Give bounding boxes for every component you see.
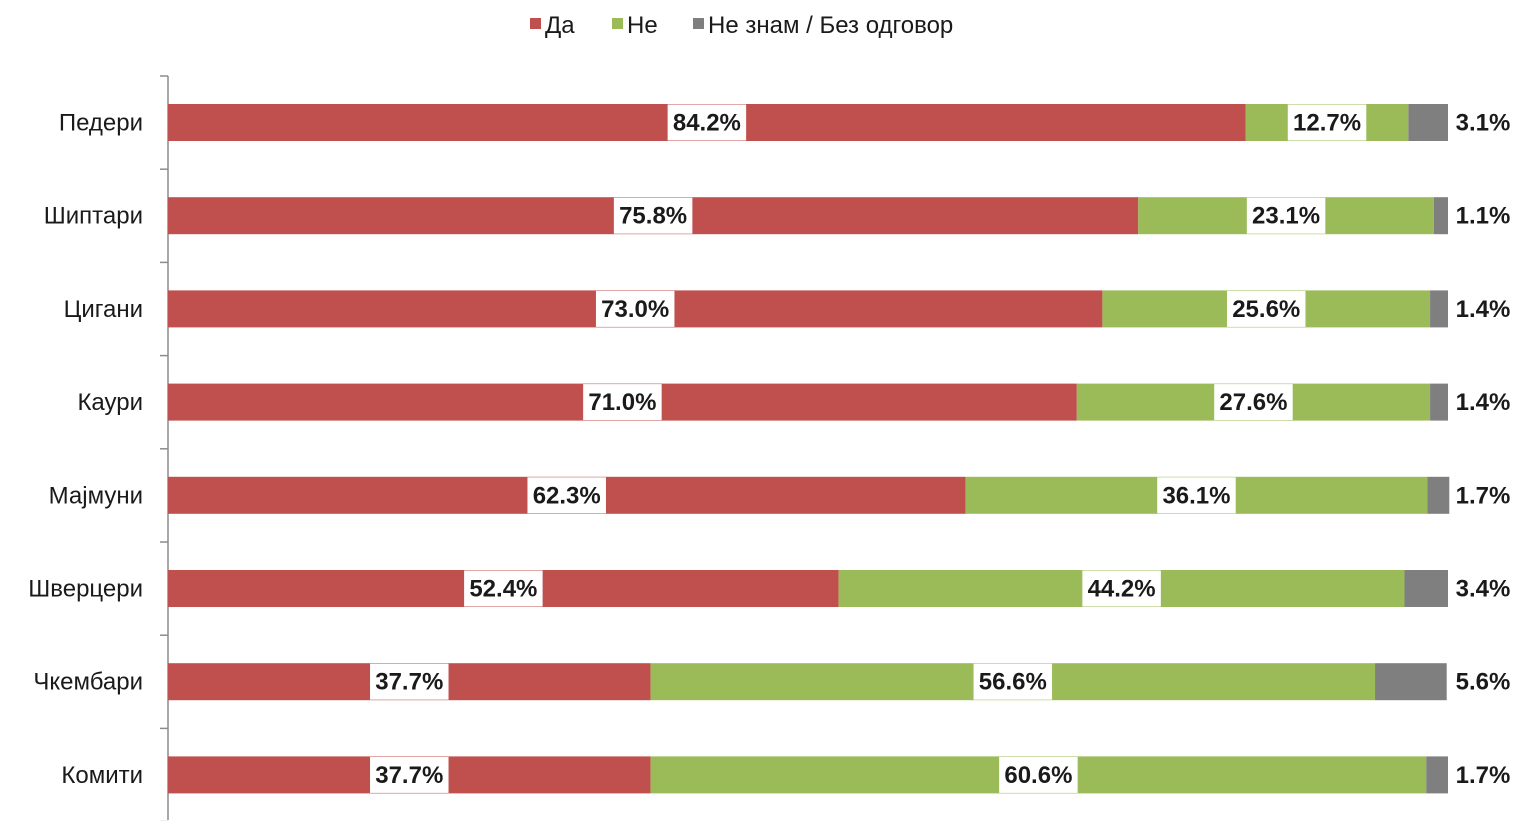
data-label-2-1: 1.1% xyxy=(1456,203,1511,230)
legend-label-2: Не знам / Без одговор xyxy=(708,12,953,39)
data-label-1-6: 56.6% xyxy=(979,669,1047,696)
data-label-2-2: 1.4% xyxy=(1456,296,1511,323)
legend-swatch-2 xyxy=(693,18,704,29)
data-label-2-4: 1.7% xyxy=(1456,482,1511,509)
legend-label-1: Не xyxy=(627,12,658,39)
bar-Не-знам-/-Без-одговор-2-0 xyxy=(1408,104,1448,141)
data-label-0-7: 37.7% xyxy=(375,762,443,789)
data-label-bg xyxy=(464,570,543,607)
category-axis xyxy=(160,75,169,821)
data-label-1-0: 12.7% xyxy=(1293,110,1361,137)
category-label-2: Цигани xyxy=(64,296,143,323)
data-label-0-3: 71.0% xyxy=(588,389,656,416)
bar-Не-знам-/-Без-одговор-2-4 xyxy=(1427,476,1450,514)
data-label-1-3: 27.6% xyxy=(1219,389,1287,416)
data-label-bg xyxy=(1287,104,1367,141)
data-label-2-7: 1.7% xyxy=(1456,762,1511,789)
bar-Не-знам-/-Без-одговор-2-7 xyxy=(1426,756,1448,794)
data-label-bg xyxy=(613,197,693,234)
data-label-bg xyxy=(370,663,449,700)
data-label-bg xyxy=(1246,197,1326,234)
data-label-0-5: 52.4% xyxy=(469,576,537,603)
category-label-6: Чкембари xyxy=(33,669,143,696)
data-label-bg xyxy=(1450,663,1516,700)
data-label-1-7: 60.6% xyxy=(1004,762,1072,789)
data-label-0-1: 75.8% xyxy=(619,203,687,230)
data-label-bg xyxy=(1450,756,1516,793)
legend: Да Не Не знам / Без одговор xyxy=(530,12,953,39)
bar-Не-знам-/-Без-одговор-2-3 xyxy=(1430,383,1448,421)
data-label-0-6: 37.7% xyxy=(375,669,443,696)
category-labels: Педери Шиптари Цигани Каури Мајмуни Шверцери Ч… xyxy=(28,110,143,789)
data-label-bg xyxy=(1214,384,1293,421)
bar-Не-знам-/-Без-одговор-2-1 xyxy=(1433,197,1448,235)
data-label-bg xyxy=(1450,477,1516,514)
bar-Не-знам-/-Без-одговор-2-5 xyxy=(1404,570,1448,607)
data-label-1-1: 23.1% xyxy=(1252,203,1320,230)
data-label-bg xyxy=(527,477,606,514)
data-labels: 84.2% 12.7% 3.1% 75.8% 23.1% 1.1% 73.0% 25.6% 1.… xyxy=(370,104,1516,793)
data-label-bg xyxy=(1082,570,1161,607)
data-label-bg xyxy=(667,104,747,141)
data-label-bg xyxy=(1226,290,1306,327)
data-label-2-6: 5.6% xyxy=(1456,669,1511,696)
data-label-bg xyxy=(583,384,662,421)
data-label-bg xyxy=(1450,104,1516,141)
legend-swatch-0 xyxy=(530,18,541,29)
bar-Не-знам-/-Без-одговор-2-2 xyxy=(1430,290,1448,328)
data-label-0-2: 73.0% xyxy=(601,296,669,323)
category-label-0: Педери xyxy=(59,110,143,137)
legend-label-0: Да xyxy=(545,12,575,39)
bar-Не-знам-/-Без-одговор-2-6 xyxy=(1375,663,1447,701)
category-label-4: Мајмуни xyxy=(49,482,143,509)
category-label-7: Комити xyxy=(61,762,143,789)
data-label-2-5: 3.4% xyxy=(1456,576,1511,603)
data-label-bg xyxy=(973,663,1053,700)
data-label-bg xyxy=(1450,384,1516,421)
data-label-1-4: 36.1% xyxy=(1162,482,1230,509)
category-label-5: Шверцери xyxy=(28,576,143,603)
data-label-2-3: 1.4% xyxy=(1456,389,1511,416)
data-label-bg xyxy=(1450,570,1516,607)
data-label-bg xyxy=(1450,197,1516,234)
data-label-0-4: 62.3% xyxy=(533,482,601,509)
data-label-bg xyxy=(595,290,675,327)
data-label-bg xyxy=(1157,477,1236,514)
data-label-0-0: 84.2% xyxy=(673,110,741,137)
data-label-bg xyxy=(370,756,449,793)
data-label-bg xyxy=(1450,290,1516,327)
data-label-1-5: 44.2% xyxy=(1088,576,1156,603)
data-label-2-0: 3.1% xyxy=(1456,110,1511,137)
legend-swatch-1 xyxy=(612,18,623,29)
category-label-3: Каури xyxy=(77,389,143,416)
category-label-1: Шиптари xyxy=(44,203,143,230)
data-label-bg xyxy=(999,756,1078,793)
data-label-1-2: 25.6% xyxy=(1232,296,1300,323)
